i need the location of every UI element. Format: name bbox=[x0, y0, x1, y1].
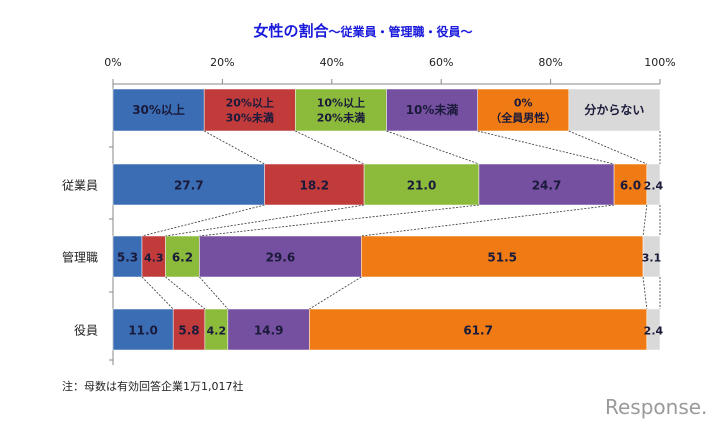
bar-segment bbox=[646, 308, 661, 351]
x-tick-label: 20% bbox=[210, 56, 234, 69]
category-label: 従業員 bbox=[62, 179, 98, 193]
x-tick-label: 60% bbox=[429, 56, 453, 69]
data-label: 24.7 bbox=[532, 179, 562, 193]
data-label: 14.9 bbox=[254, 324, 284, 338]
legend-swatch bbox=[112, 88, 205, 132]
title-main: 女性の割合 bbox=[253, 22, 329, 40]
legend-swatch bbox=[203, 88, 296, 132]
legend-label: 10%未満 bbox=[406, 102, 459, 117]
connector-line bbox=[309, 276, 362, 310]
connector-line bbox=[199, 276, 229, 310]
bar-segment bbox=[646, 163, 661, 206]
data-label: 5.3 bbox=[117, 251, 138, 265]
legend-swatch bbox=[295, 88, 387, 132]
bar-segment bbox=[112, 235, 143, 278]
connector-line bbox=[295, 130, 365, 165]
data-label: 11.0 bbox=[128, 324, 158, 338]
data-label: 5.8 bbox=[178, 324, 199, 338]
data-label: 6.0 bbox=[620, 179, 641, 193]
legend-swatch bbox=[477, 88, 570, 132]
bar-segment bbox=[264, 163, 365, 206]
x-tick-label: 0% bbox=[104, 56, 121, 69]
legend-swatch bbox=[568, 88, 661, 132]
connector-line bbox=[165, 204, 365, 237]
category-label: 管理職 bbox=[62, 250, 98, 265]
legend-label: 30%未満 bbox=[226, 111, 274, 125]
data-label: 61.7 bbox=[463, 324, 493, 338]
connector-line bbox=[141, 276, 174, 310]
data-label: 2.4 bbox=[644, 180, 664, 193]
bar-segment bbox=[613, 163, 648, 206]
legend-label: 20%未満 bbox=[317, 111, 365, 125]
connector-line bbox=[165, 276, 206, 310]
connector-line bbox=[199, 204, 479, 237]
data-label: 18.2 bbox=[299, 179, 329, 193]
footnote: 注：母数は有効回答企業1万1,017社 bbox=[62, 380, 244, 393]
legend-label: 0% bbox=[514, 97, 533, 110]
bar-segment bbox=[165, 235, 200, 278]
connector-line bbox=[568, 130, 648, 165]
connector-line bbox=[203, 130, 265, 165]
data-label: 4.3 bbox=[144, 252, 164, 265]
x-tick-label: 80% bbox=[538, 56, 562, 69]
connector-line bbox=[642, 204, 648, 237]
legend-label: 分からない bbox=[584, 102, 644, 117]
bar-segment bbox=[642, 235, 661, 278]
bar-segment bbox=[361, 235, 644, 278]
legend-label: 30%以上 bbox=[132, 102, 185, 117]
legend-label: 20%以上 bbox=[226, 96, 274, 110]
legend-label: （全員男性） bbox=[490, 111, 556, 125]
chart-title: 女性の割合～従業員・管理職・役員～ bbox=[0, 20, 726, 41]
connector-line bbox=[642, 276, 648, 310]
bar-segment bbox=[172, 308, 206, 351]
data-label: 27.7 bbox=[174, 179, 204, 193]
data-label: 3.1 bbox=[642, 252, 662, 265]
data-label: 29.6 bbox=[266, 251, 296, 265]
title-sub: ～従業員・管理職・役員～ bbox=[328, 25, 473, 39]
connector-line bbox=[361, 204, 615, 237]
category-label: 役員 bbox=[74, 323, 98, 338]
bar-segment bbox=[112, 308, 174, 351]
data-label: 4.2 bbox=[207, 325, 227, 338]
data-label: 2.4 bbox=[644, 325, 664, 338]
connector-line bbox=[477, 130, 615, 165]
bar-segment bbox=[478, 163, 615, 206]
x-tick-label: 40% bbox=[320, 56, 344, 69]
legend-swatch bbox=[386, 88, 478, 132]
connector-line bbox=[386, 130, 480, 165]
data-label: 21.0 bbox=[407, 179, 437, 193]
bar-segment bbox=[363, 163, 480, 206]
connector-line bbox=[141, 204, 265, 237]
bar-segment bbox=[199, 235, 362, 278]
bar-segment bbox=[227, 308, 310, 351]
data-label: 51.5 bbox=[487, 251, 517, 265]
data-label: 6.2 bbox=[172, 251, 193, 265]
legend-label: 10%以上 bbox=[317, 96, 365, 110]
x-tick-label: 100% bbox=[644, 56, 675, 69]
watermark-logo: Response. bbox=[605, 395, 708, 419]
